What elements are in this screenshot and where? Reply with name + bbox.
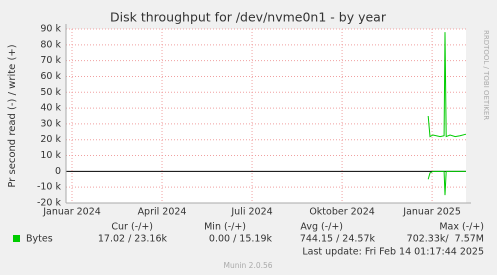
- y-tick-label: 90 k: [40, 24, 61, 35]
- y-tick-label: 0: [55, 166, 61, 177]
- y-tick-label: 10 k: [40, 150, 61, 161]
- plot-area: [66, 29, 466, 203]
- y-axis-label: Pr second read (-) / write (+): [7, 44, 18, 187]
- legend-swatch: [13, 235, 20, 242]
- data-line: [427, 170, 466, 196]
- data-line: [427, 32, 467, 138]
- y-tick-label: -20 k: [37, 198, 62, 209]
- y-tick-label: 50 k: [40, 87, 61, 98]
- x-tick-label: Juli 2024: [230, 207, 272, 218]
- legend-label: Bytes: [26, 234, 53, 245]
- x-tick-label: Januar 2024: [42, 207, 101, 218]
- y-tick-label: 30 k: [40, 118, 61, 129]
- watermark: RRDTOOL / TOBI OETIKER: [482, 30, 490, 120]
- y-tick-label: 80 k: [40, 39, 61, 50]
- chart-title: Disk throughput for /dev/nvme0n1 - by ye…: [110, 10, 387, 25]
- y-tick-label: 70 k: [40, 55, 61, 66]
- stat-value: 744.15 / 24.57k: [300, 234, 376, 245]
- footer: Munin 2.0.56: [223, 261, 272, 270]
- x-tick-label: April 2024: [138, 207, 187, 218]
- y-tick-label: -10 k: [37, 182, 62, 193]
- stat-header: Max (-/+): [439, 222, 484, 233]
- y-tick-label: 60 k: [40, 71, 61, 82]
- stat-header: Avg (-/+): [300, 222, 343, 233]
- stat-value: 17.02 / 23.16k: [98, 234, 168, 245]
- y-tick-label: 40 k: [40, 103, 61, 114]
- stat-header: Min (-/+): [204, 222, 246, 233]
- y-tick-label: 20 k: [40, 134, 61, 145]
- last-update: Last update: Fri Feb 14 01:17:44 2025: [302, 247, 484, 258]
- x-tick-label: Oktober 2024: [309, 207, 375, 218]
- stat-header: Cur (-/+): [111, 222, 153, 233]
- stat-value: 0.00 / 15.19k: [209, 234, 273, 245]
- x-tick-label: Januar 2025: [402, 207, 461, 218]
- stat-value: 702.33k/ 7.57M: [407, 234, 484, 245]
